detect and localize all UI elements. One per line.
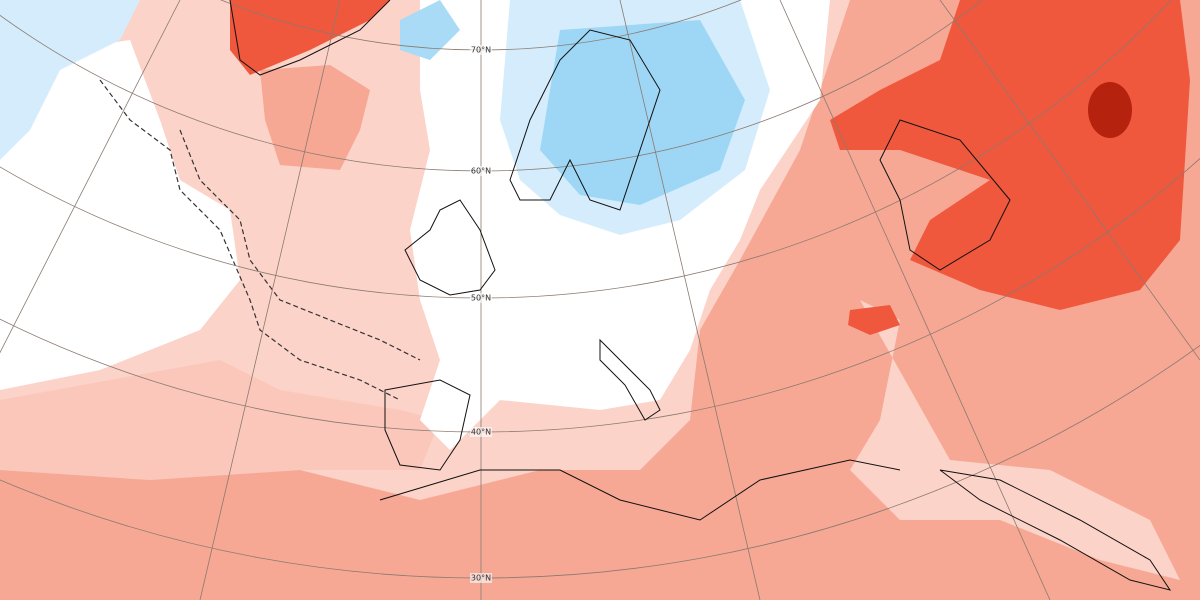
coastline [404,199,496,296]
label-backdrop [470,293,492,303]
coastline [879,119,1011,271]
coastline [379,459,901,521]
coastline [384,379,471,471]
latitude-label: 40°N [471,428,491,437]
salmon-patch [260,65,370,170]
transition-band [0,360,440,480]
cold-zone [0,0,140,160]
coastline [599,338,661,421]
cold-core [540,20,745,205]
label-backdrop [470,45,492,55]
meridian-line [619,0,761,600]
cold-zone [400,0,460,60]
latitude-label: 60°N [471,167,491,176]
label-backdrop [470,166,492,176]
neutral-zone [0,40,240,390]
contour-line [179,129,421,361]
coastline [509,29,661,211]
meridian-line [779,0,1051,600]
contour-line [99,79,401,401]
warm-core [830,0,1190,310]
meridian-line [199,0,341,600]
latitude-label: 70°N [471,46,491,55]
warm-core [230,0,390,75]
latitude-label: 30°N [471,574,491,583]
extreme-core [1088,82,1132,138]
warm-core [848,305,900,335]
latitude-label: 50°N [471,294,491,303]
coastline [229,0,391,76]
label-backdrop [470,573,492,583]
coastline [939,469,1172,591]
coastlines [229,0,1172,591]
light-pink-zone [850,300,1180,580]
meridian-line [0,0,181,354]
label-backdrop [470,427,492,437]
meridian-line [939,0,1200,361]
latitude-labels: 70°N 60°N 50°N 40°N 30°N [470,45,492,583]
